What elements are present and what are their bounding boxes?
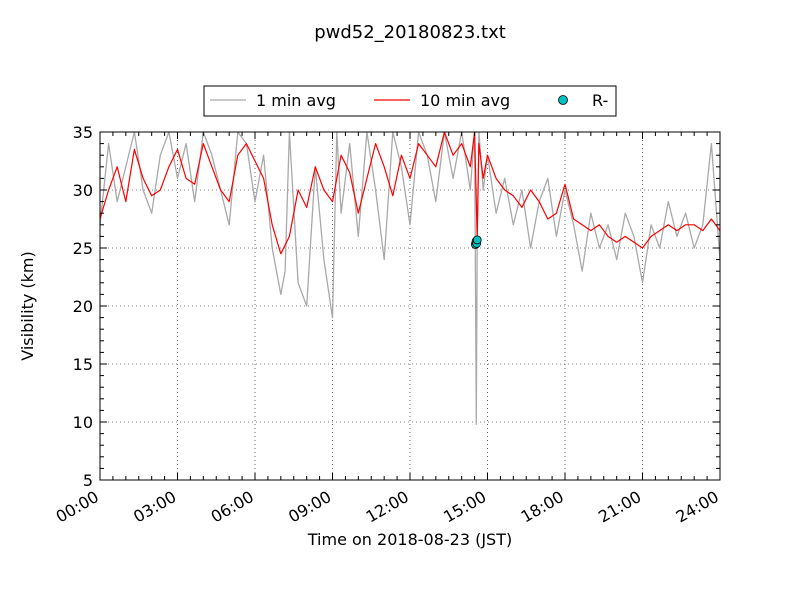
y-tick-label: 10 — [73, 413, 93, 432]
legend: 1 min avg 10 min avg R- — [203, 85, 617, 117]
y-tick-label: 25 — [73, 239, 93, 258]
y-tick-label: 5 — [83, 471, 93, 490]
y-tick-label: 35 — [73, 123, 93, 142]
y-tick-label: 20 — [73, 297, 93, 316]
x-tick-label: 12:00 — [363, 487, 412, 527]
legend-box — [203, 85, 617, 117]
grid — [100, 132, 720, 480]
series-line-1min-avg — [100, 132, 720, 425]
series-group — [100, 132, 720, 425]
chart-title: pwd52_20180823.txt — [314, 22, 506, 43]
x-tick-labels: 00:00 03:00 06:00 09:00 12:00 15:00 18:00 21:00… — [53, 487, 722, 527]
x-tick-label: 09:00 — [285, 487, 334, 527]
y-axis-label: Visibility (km) — [18, 251, 37, 360]
legend-label-1min: 1 min avg — [256, 91, 336, 110]
legend-marker-r-minus — [558, 95, 568, 105]
x-tick-label: 24:00 — [673, 487, 722, 527]
x-tick-label: 21:00 — [595, 487, 644, 527]
x-tick-label: 15:00 — [440, 487, 489, 527]
r-minus-point — [472, 235, 482, 245]
plot-area — [100, 132, 720, 425]
x-tick-label: 03:00 — [130, 487, 179, 527]
x-tick-label: 06:00 — [208, 487, 257, 527]
y-tick-label: 30 — [73, 181, 93, 200]
series-line-10min-avg — [100, 132, 720, 255]
x-tick-label: 00:00 — [53, 487, 102, 527]
legend-label-r-minus: R- — [592, 91, 608, 110]
legend-label-10min: 10 min avg — [420, 91, 510, 110]
y-tick-labels: 5 10 15 20 25 30 35 — [73, 123, 93, 490]
y-tick-label: 15 — [73, 355, 93, 374]
x-tick-label: 18:00 — [518, 487, 567, 527]
x-axis-label: Time on 2018-08-23 (JST) — [307, 530, 512, 549]
axis-ticks — [99, 131, 721, 481]
